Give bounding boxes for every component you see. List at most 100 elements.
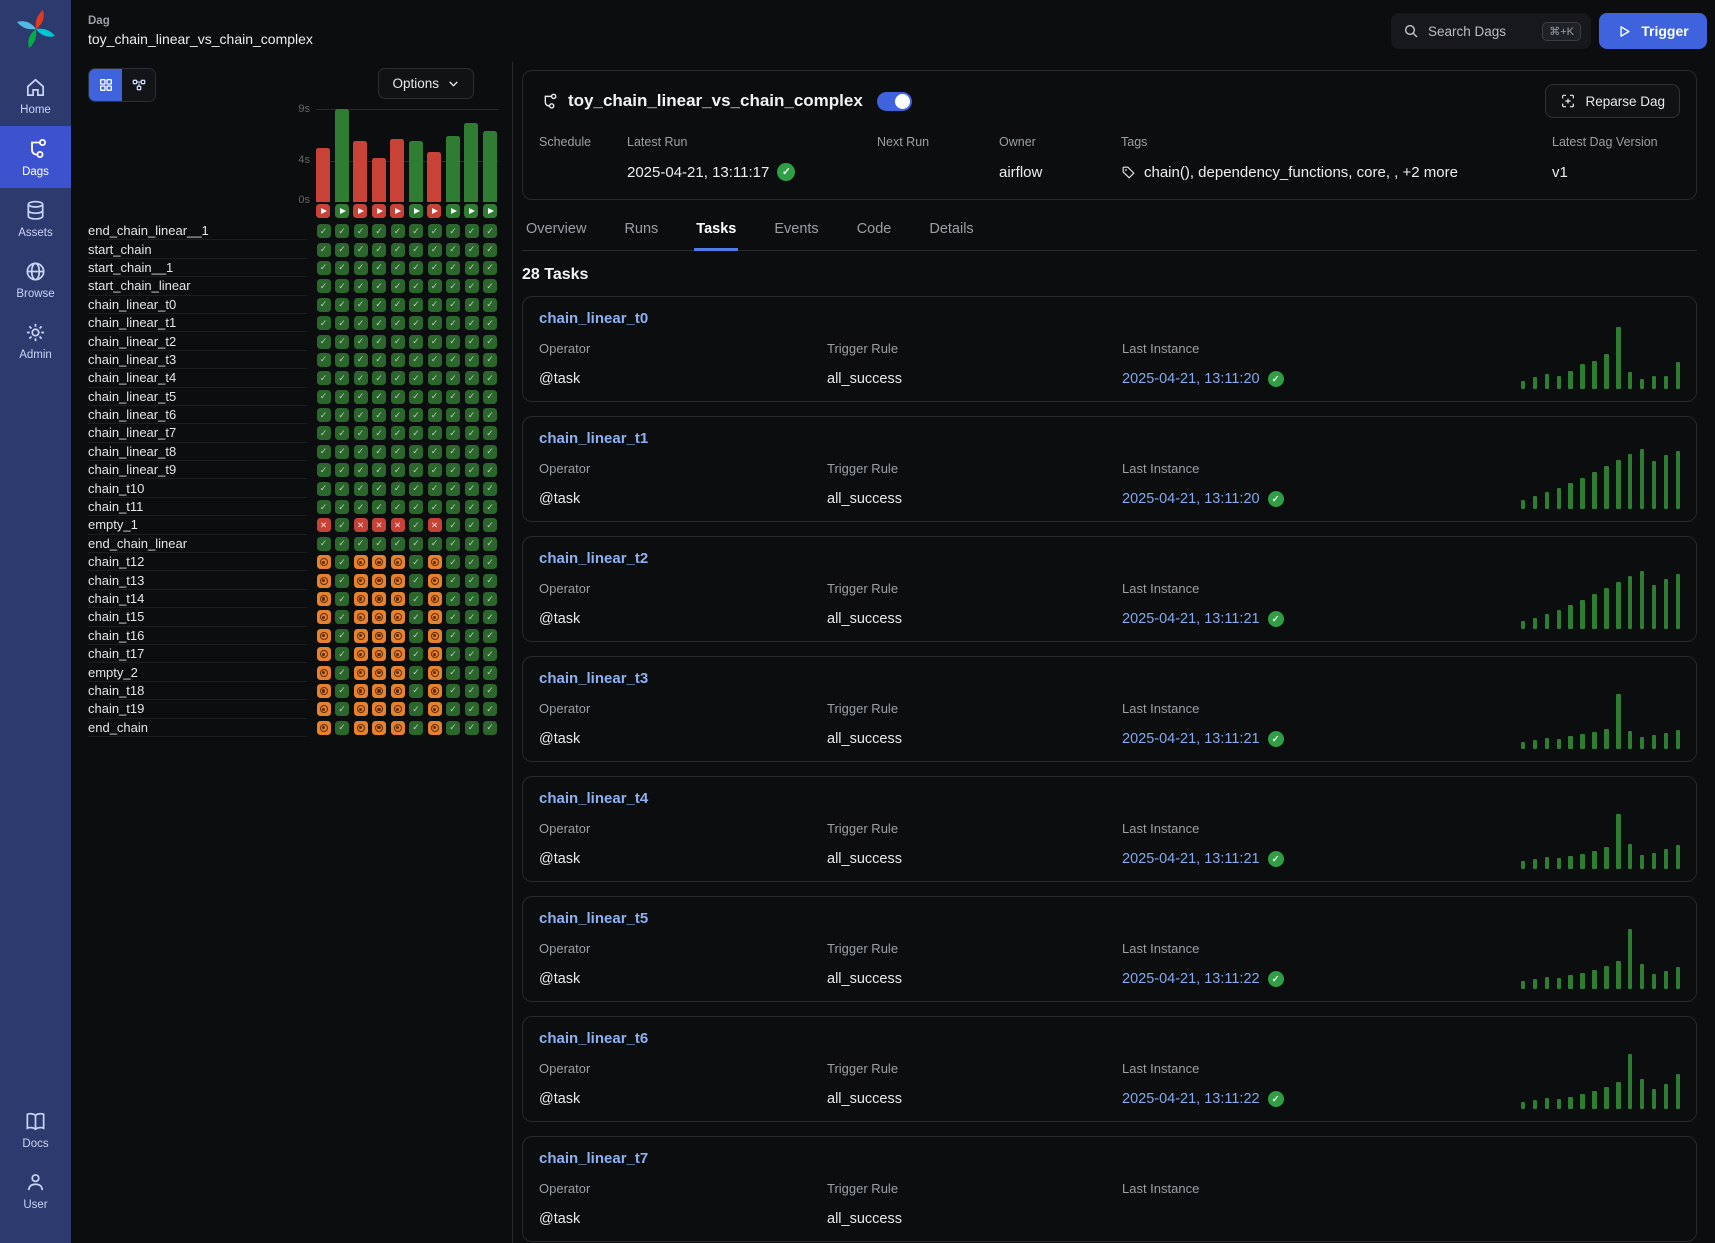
task-instance-success-icon[interactable]: ✓ xyxy=(335,666,349,680)
task-instance-deferred-icon[interactable] xyxy=(317,702,331,716)
task-instance-success-icon[interactable]: ✓ xyxy=(428,445,442,459)
task-instance-success-icon[interactable]: ✓ xyxy=(409,445,423,459)
task-instance-deferred-icon[interactable] xyxy=(391,555,405,569)
task-instance-deferred-icon[interactable] xyxy=(354,610,368,624)
task-instance-failed-icon[interactable]: ✕ xyxy=(317,518,331,532)
run-state-cell[interactable] xyxy=(409,204,423,218)
task-instance-deferred-icon[interactable] xyxy=(372,666,386,680)
task-instance-success-icon[interactable]: ✓ xyxy=(409,555,423,569)
task-instance-success-icon[interactable]: ✓ xyxy=(317,408,331,422)
task-instance-deferred-icon[interactable] xyxy=(428,629,442,643)
run-state-cell[interactable] xyxy=(483,204,497,218)
sidebar-item-dags[interactable]: Dags xyxy=(0,126,71,188)
tab-runs[interactable]: Runs xyxy=(622,211,660,251)
task-instance-success-icon[interactable]: ✓ xyxy=(354,224,368,238)
task-grid-label[interactable]: chain_t18 xyxy=(88,682,307,700)
task-grid-label[interactable]: chain_linear_t7 xyxy=(88,424,307,442)
task-instance-success-icon[interactable]: ✓ xyxy=(335,371,349,385)
task-instance-success-icon[interactable]: ✓ xyxy=(391,224,405,238)
task-instance-success-icon[interactable]: ✓ xyxy=(317,445,331,459)
task-instance-deferred-icon[interactable] xyxy=(354,574,368,588)
task-instance-success-icon[interactable]: ✓ xyxy=(335,610,349,624)
task-instance-failed-icon[interactable]: ✕ xyxy=(391,518,405,532)
task-instance-success-icon[interactable]: ✓ xyxy=(335,500,349,514)
task-instance-deferred-icon[interactable] xyxy=(428,610,442,624)
task-duration-sparkline[interactable] xyxy=(1521,925,1680,989)
task-instance-success-icon[interactable]: ✓ xyxy=(428,371,442,385)
task-instance-success-icon[interactable]: ✓ xyxy=(335,298,349,312)
task-instance-deferred-icon[interactable] xyxy=(354,629,368,643)
task-instance-success-icon[interactable]: ✓ xyxy=(465,610,479,624)
task-instance-success-icon[interactable]: ✓ xyxy=(372,482,386,496)
task-instance-success-icon[interactable]: ✓ xyxy=(317,298,331,312)
task-instance-success-icon[interactable]: ✓ xyxy=(483,721,497,735)
task-instance-success-icon[interactable]: ✓ xyxy=(317,279,331,293)
task-instance-deferred-icon[interactable] xyxy=(428,592,442,606)
task-instance-deferred-icon[interactable] xyxy=(317,574,331,588)
search-dags-input[interactable]: Search Dags ⌘+K xyxy=(1391,13,1591,49)
task-instance-deferred-icon[interactable] xyxy=(372,574,386,588)
task-instance-deferred-icon[interactable] xyxy=(391,574,405,588)
task-instance-success-icon[interactable]: ✓ xyxy=(335,537,349,551)
task-instance-success-icon[interactable]: ✓ xyxy=(465,298,479,312)
task-instance-success-icon[interactable]: ✓ xyxy=(483,426,497,440)
task-duration-sparkline[interactable] xyxy=(1521,565,1680,629)
last-instance-timestamp[interactable]: 2025-04-21, 13:11:20 xyxy=(1122,491,1260,507)
task-instance-deferred-icon[interactable] xyxy=(372,610,386,624)
task-instance-success-icon[interactable]: ✓ xyxy=(465,408,479,422)
sidebar-item-assets[interactable]: Assets xyxy=(0,188,71,249)
task-instance-success-icon[interactable]: ✓ xyxy=(409,666,423,680)
task-instance-success-icon[interactable]: ✓ xyxy=(446,353,460,367)
task-instance-success-icon[interactable]: ✓ xyxy=(335,721,349,735)
task-instance-success-icon[interactable]: ✓ xyxy=(317,500,331,514)
run-duration-bar[interactable] xyxy=(372,158,386,202)
options-dropdown[interactable]: Options xyxy=(378,68,474,99)
task-instance-success-icon[interactable]: ✓ xyxy=(465,500,479,514)
task-instance-success-icon[interactable]: ✓ xyxy=(483,500,497,514)
task-instance-deferred-icon[interactable] xyxy=(391,702,405,716)
task-duration-sparkline[interactable] xyxy=(1521,325,1680,389)
task-instance-success-icon[interactable]: ✓ xyxy=(354,279,368,293)
task-instance-success-icon[interactable]: ✓ xyxy=(335,261,349,275)
task-instance-success-icon[interactable]: ✓ xyxy=(428,426,442,440)
task-instance-success-icon[interactable]: ✓ xyxy=(446,592,460,606)
task-instance-success-icon[interactable]: ✓ xyxy=(391,408,405,422)
task-instance-success-icon[interactable]: ✓ xyxy=(354,371,368,385)
task-instance-success-icon[interactable]: ✓ xyxy=(465,316,479,330)
task-instance-success-icon[interactable]: ✓ xyxy=(446,390,460,404)
graph-view-button[interactable] xyxy=(122,69,155,101)
task-instance-success-icon[interactable]: ✓ xyxy=(372,298,386,312)
task-instance-success-icon[interactable]: ✓ xyxy=(317,316,331,330)
task-instance-success-icon[interactable]: ✓ xyxy=(409,629,423,643)
task-instance-success-icon[interactable]: ✓ xyxy=(465,574,479,588)
task-grid-label[interactable]: chain_t16 xyxy=(88,627,307,645)
task-instance-success-icon[interactable]: ✓ xyxy=(428,463,442,477)
task-instance-success-icon[interactable]: ✓ xyxy=(465,279,479,293)
task-instance-success-icon[interactable]: ✓ xyxy=(409,390,423,404)
task-instance-success-icon[interactable]: ✓ xyxy=(335,243,349,257)
task-instance-success-icon[interactable]: ✓ xyxy=(335,426,349,440)
task-instance-success-icon[interactable]: ✓ xyxy=(372,243,386,257)
task-instance-success-icon[interactable]: ✓ xyxy=(465,243,479,257)
task-instance-success-icon[interactable]: ✓ xyxy=(354,482,368,496)
task-instance-success-icon[interactable]: ✓ xyxy=(372,279,386,293)
task-instance-success-icon[interactable]: ✓ xyxy=(335,702,349,716)
task-instance-success-icon[interactable]: ✓ xyxy=(335,574,349,588)
task-instance-success-icon[interactable]: ✓ xyxy=(465,629,479,643)
task-instance-success-icon[interactable]: ✓ xyxy=(409,610,423,624)
run-state-cell[interactable] xyxy=(353,204,367,218)
sidebar-item-home[interactable]: Home xyxy=(0,65,71,126)
task-instance-success-icon[interactable]: ✓ xyxy=(446,500,460,514)
task-instance-success-icon[interactable]: ✓ xyxy=(483,666,497,680)
airflow-logo[interactable] xyxy=(0,0,71,51)
task-instance-deferred-icon[interactable] xyxy=(317,721,331,735)
task-instance-success-icon[interactable]: ✓ xyxy=(446,537,460,551)
task-instance-deferred-icon[interactable] xyxy=(354,555,368,569)
task-instance-success-icon[interactable]: ✓ xyxy=(391,463,405,477)
task-instance-success-icon[interactable]: ✓ xyxy=(483,316,497,330)
task-instance-success-icon[interactable]: ✓ xyxy=(372,316,386,330)
run-state-cell[interactable] xyxy=(335,204,349,218)
task-instance-success-icon[interactable]: ✓ xyxy=(335,684,349,698)
task-instance-success-icon[interactable]: ✓ xyxy=(391,353,405,367)
task-instance-success-icon[interactable]: ✓ xyxy=(317,371,331,385)
